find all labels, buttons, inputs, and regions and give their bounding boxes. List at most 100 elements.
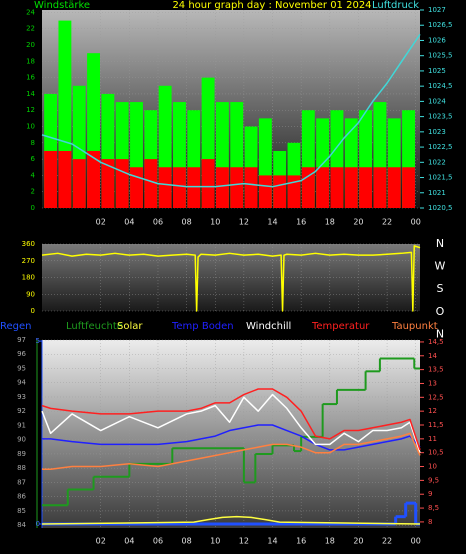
x-tick-label: 04 [124, 537, 134, 546]
y-tick-label: 90 [26, 290, 35, 298]
x-tick-label: 10 [210, 537, 220, 546]
bar [215, 167, 229, 208]
y-tick-label: 92 [17, 407, 26, 415]
y2-tick-label: 1022 [428, 158, 446, 166]
y2-tick-label: 11 [428, 435, 437, 443]
series-line [41, 245, 421, 312]
y-tick-label: 4 [31, 171, 36, 179]
series-line [41, 388, 421, 451]
y2-tick-label: 1024 [428, 97, 446, 105]
series-line [42, 432, 421, 471]
bar [44, 150, 58, 208]
y-axis-label: Windstärke [34, 0, 90, 11]
bar [173, 167, 186, 208]
rain-tick-label: 5 [36, 337, 40, 345]
y2-tick-label: 8 [428, 518, 432, 526]
y2-tick-label: 10 [428, 463, 437, 471]
bar [201, 159, 215, 208]
x-tick-label: 06 [153, 537, 163, 546]
bar [87, 150, 100, 208]
x-tick-label: 12 [239, 537, 249, 546]
y2-tick-label: 12 [428, 407, 437, 415]
y-tick-label: 24 [26, 8, 35, 16]
y2-tick-label: 13,5 [428, 366, 444, 374]
y2-tick-label: 1026 [428, 36, 446, 44]
y-tick-label: 12 [26, 106, 35, 114]
x-tick-label: 02 [96, 537, 106, 546]
y-tick-label: 89 [17, 450, 26, 458]
y-tick-label: 91 [17, 421, 26, 429]
legend-entry: Taupunkt [391, 321, 438, 332]
bar [273, 175, 287, 208]
y-tick-label: 95 [17, 364, 26, 372]
y2-tick-label: 1020,5 [428, 204, 453, 212]
bar [387, 167, 401, 208]
y-tick-label: 0 [31, 307, 35, 315]
x-tick-label: 22 [382, 218, 392, 227]
y2-tick-label: 1021 [428, 189, 446, 197]
plot-background [42, 340, 420, 528]
y-tick-label: 2 [31, 188, 35, 196]
y-tick-label: 14 [26, 90, 35, 98]
x-tick-label: 20 [353, 537, 363, 546]
bar [187, 167, 201, 208]
x-tick-label: 00 [411, 218, 421, 227]
y2-tick-label: 13 [428, 379, 437, 387]
y-tick-label: 86 [17, 493, 26, 501]
compass-label: N [436, 327, 444, 340]
bar [330, 167, 344, 208]
series-line [41, 515, 421, 525]
y2-tick-label: 9 [428, 490, 432, 498]
y-tick-label: 85 [17, 507, 26, 515]
legend-entry: Luftfeuchte [66, 321, 123, 332]
x-tick-label: 18 [325, 537, 335, 546]
legend-entry: Solar [117, 321, 143, 332]
y2-tick-label: 1022,5 [428, 143, 453, 151]
bar [144, 159, 158, 208]
y-tick-label: 96 [17, 350, 26, 358]
bar [158, 167, 172, 208]
bar [101, 159, 115, 208]
series-line [42, 424, 421, 451]
compass-label: N [436, 237, 444, 250]
y-tick-label: 20 [26, 41, 35, 49]
y2-tick-label: 14,5 [428, 338, 444, 346]
x-tick-label: 20 [353, 218, 363, 227]
y2-tick-label: 9,5 [428, 476, 439, 484]
legend-entry: Temperatur [311, 321, 370, 332]
bar [258, 175, 272, 208]
y2-tick-label: 1021,5 [428, 174, 453, 182]
y-tick-label: 18 [26, 57, 35, 65]
bar [244, 167, 258, 208]
x-tick-label: 06 [153, 218, 163, 227]
y2-tick-label: 10,5 [428, 449, 444, 457]
x-tick-label: 12 [239, 218, 249, 227]
x-tick-label: 02 [96, 218, 106, 227]
chart-title: 24 hour graph day : November 01 2024 [172, 0, 371, 11]
y2-tick-label: 11,5 [428, 421, 444, 429]
y-tick-label: 8 [31, 139, 35, 147]
bar [402, 167, 415, 208]
x-tick-label: 14 [267, 537, 277, 546]
bar [115, 159, 129, 208]
x-tick-label: 08 [182, 537, 192, 546]
y-tick-label: 84 [17, 521, 26, 529]
y2-tick-label: 1025 [428, 67, 446, 75]
bar [130, 167, 143, 208]
y2-tick-label: 1026,5 [428, 21, 453, 29]
y2-axis-label: Luftdruck [372, 0, 419, 11]
y2-tick-label: 1025,5 [428, 52, 453, 60]
y2-tick-label: 12,5 [428, 393, 444, 401]
y-tick-label: 10 [26, 123, 35, 131]
y-tick-label: 360 [22, 240, 35, 248]
x-tick-label: 00 [411, 537, 421, 546]
x-tick-label: 16 [296, 537, 306, 546]
compass-label: S [437, 282, 444, 295]
legend-entry: Regen [0, 321, 32, 332]
y2-tick-label: 8,5 [428, 504, 439, 512]
compass-label: O [436, 305, 445, 318]
bar [373, 167, 387, 208]
x-tick-label: 04 [124, 218, 134, 227]
y-tick-label: 87 [17, 478, 26, 486]
